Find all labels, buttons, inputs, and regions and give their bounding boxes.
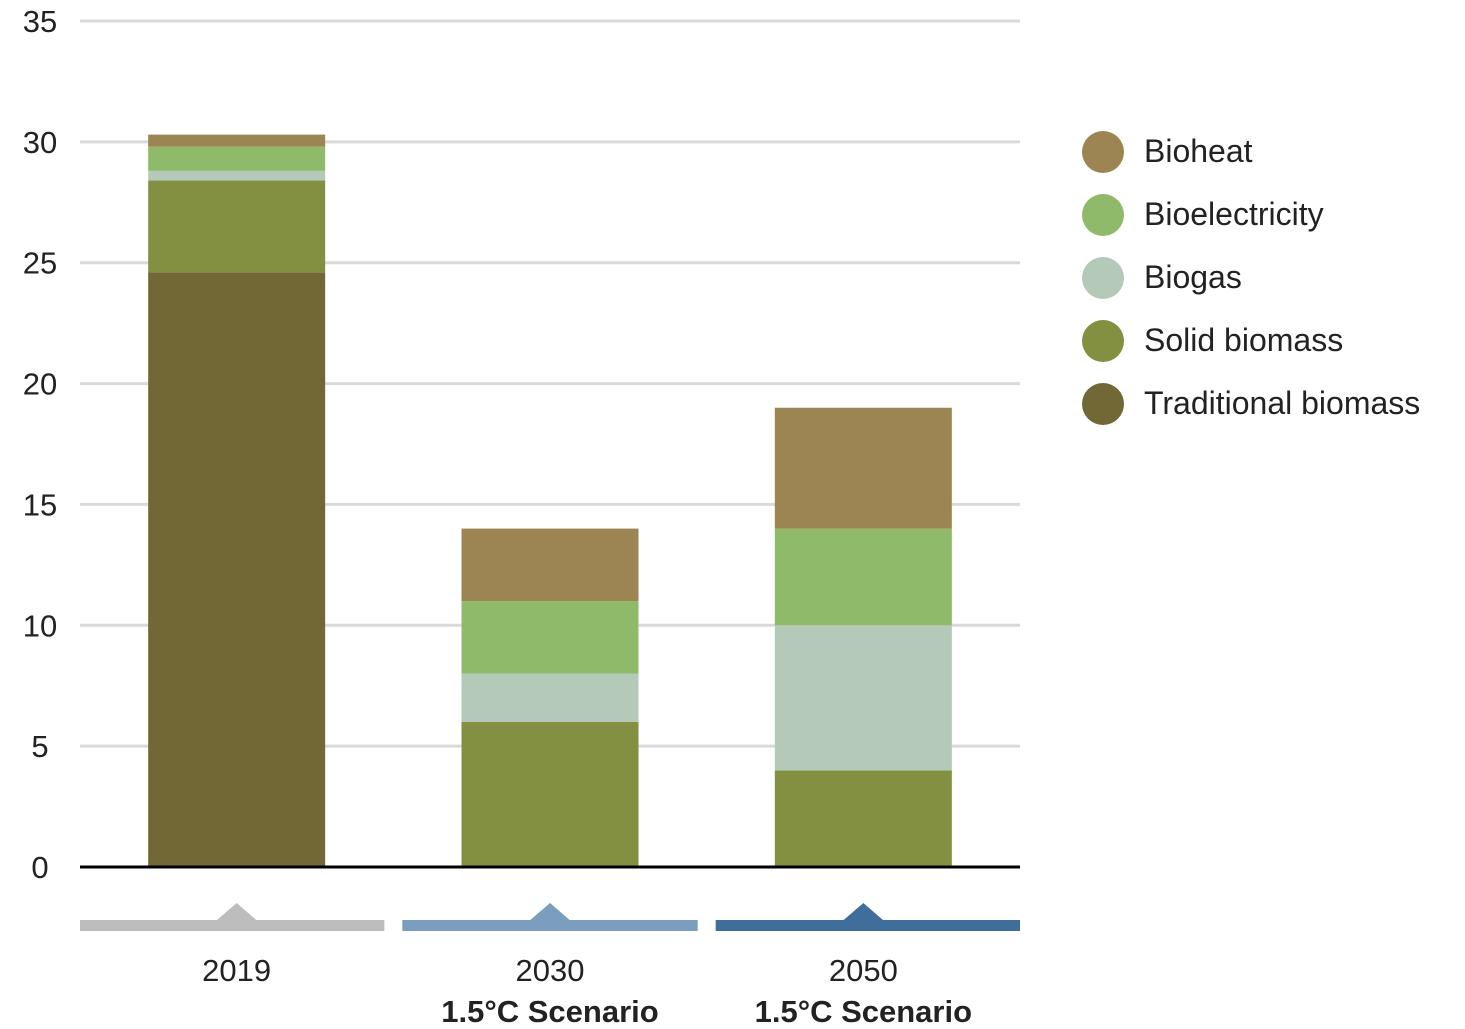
y-tick-label: 0 (31, 850, 48, 885)
bar-segment (148, 180, 326, 273)
category-marker (80, 903, 385, 931)
bar-segment (774, 528, 952, 626)
category-marker (715, 903, 1020, 931)
bar-segment (461, 721, 639, 867)
category-marker (402, 903, 698, 931)
bar-segment (774, 625, 952, 771)
legend-label: Traditional biomass (1144, 385, 1421, 421)
legend-item: Traditional biomass (1082, 372, 1420, 435)
legend-item: Bioelectricity (1082, 183, 1420, 246)
legend-swatch (1082, 382, 1124, 425)
bars (148, 134, 952, 868)
y-tick-label: 10 (23, 608, 57, 643)
y-tick-label: 25 (23, 246, 57, 281)
y-tick-labels: 0 5 10 15 20 25 30 35 (23, 4, 57, 885)
bar-segment (461, 601, 639, 674)
x-tick-labels: 2019 2030 1.5°C Scenario 2050 1.5°C Scenario (202, 953, 972, 1029)
x-tick-label: 2019 (202, 953, 271, 988)
legend-label: Bioheat (1144, 133, 1253, 169)
y-tick-label: 20 (23, 367, 57, 402)
y-tick-label: 5 (31, 729, 48, 764)
x-tick-label: 2030 (516, 953, 585, 988)
y-tick-label: 30 (23, 125, 57, 160)
bar-segment (461, 673, 639, 722)
legend-label: Biogas (1144, 259, 1242, 295)
bar-segment (461, 528, 639, 602)
y-tick-label: 15 (23, 487, 57, 522)
x-tick-sublabel: 1.5°C Scenario (441, 994, 658, 1029)
x-tick-sublabel: 1.5°C Scenario (755, 994, 972, 1029)
legend-item: Bioheat (1082, 120, 1420, 183)
bar-segment (774, 407, 952, 529)
x-tick-label: 2050 (829, 953, 898, 988)
legend-label: Bioelectricity (1144, 196, 1324, 232)
bar-segment (148, 134, 326, 147)
legend-item: Biogas (1082, 246, 1420, 309)
category-markers (80, 903, 1020, 931)
y-tick-label: 35 (23, 4, 57, 39)
legend-swatch (1082, 256, 1124, 299)
bar-segment (774, 770, 952, 867)
bar-segment (148, 272, 326, 868)
legend-item: Solid biomass (1082, 309, 1420, 372)
legend-swatch (1082, 130, 1124, 173)
legend-label: Solid biomass (1144, 322, 1344, 358)
legend-swatch (1082, 319, 1124, 362)
bar-segment (148, 146, 326, 171)
bar-segment (148, 170, 326, 181)
legend: Bioheat Bioelectricity Biogas Solid biomass… (1082, 120, 1420, 435)
legend-swatch (1082, 193, 1124, 236)
